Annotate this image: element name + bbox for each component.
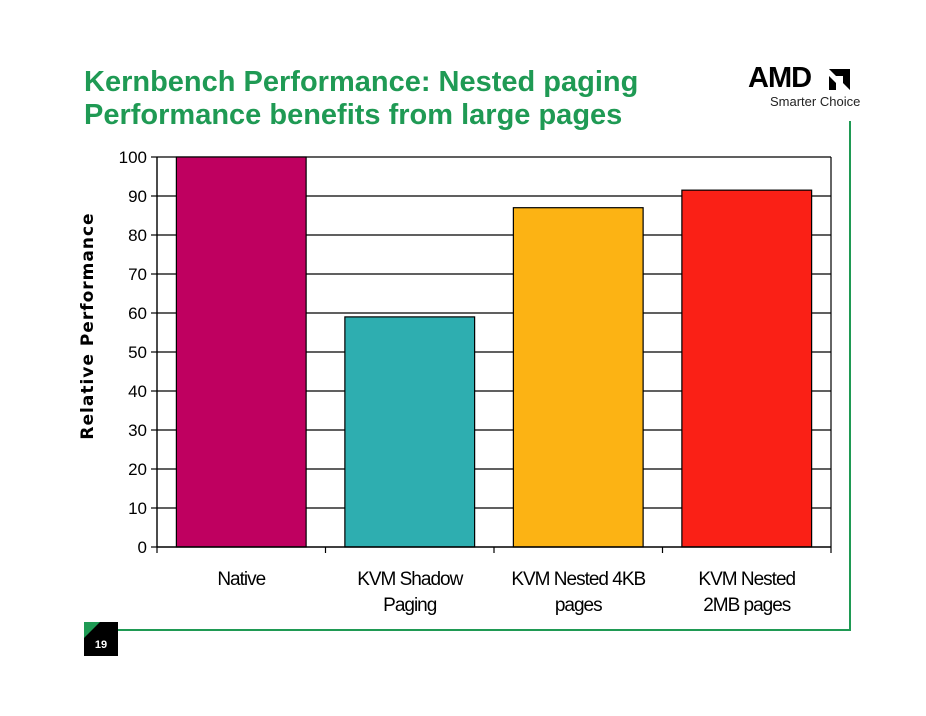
bar-1 xyxy=(175,156,307,548)
y-tick-label: 50 xyxy=(128,343,147,362)
x-category-label: pages xyxy=(555,595,602,616)
logo-tagline: Smarter Choice xyxy=(770,94,861,109)
amd-logo: AMD Smarter Choice xyxy=(748,62,861,116)
y-tick-label: 90 xyxy=(128,187,147,206)
y-tick-label: 100 xyxy=(119,148,147,167)
x-category-label: Native xyxy=(217,569,265,590)
amd-arrow-icon xyxy=(829,69,850,90)
x-category-label: KVM Nested xyxy=(698,569,795,590)
y-tick-label: 70 xyxy=(128,265,147,284)
bar-2 xyxy=(344,316,476,548)
slide-title: Kernbench Performance: Nested paging Per… xyxy=(84,66,704,132)
y-tick-label: 10 xyxy=(128,499,147,518)
y-tick-label: 30 xyxy=(128,421,147,440)
logo-wordmark: AMD xyxy=(748,62,812,94)
badge-corner-triangle xyxy=(84,622,100,638)
page-number-badge: 19 xyxy=(84,622,118,656)
y-tick-label: 20 xyxy=(128,460,147,479)
x-category-label: Paging xyxy=(383,595,437,616)
y-tick-label: 60 xyxy=(128,304,147,323)
bar-3 xyxy=(512,207,644,548)
title-line-2: Performance benefits from large pages xyxy=(84,99,623,131)
page-number: 19 xyxy=(94,639,108,651)
y-tick-label: 80 xyxy=(128,226,147,245)
y-tick-label: 40 xyxy=(128,382,147,401)
bar-4 xyxy=(681,189,813,548)
frame-horizontal-rule xyxy=(118,629,851,631)
y-tick-label: 0 xyxy=(138,538,147,557)
x-category-label: 2MB pages xyxy=(703,595,791,616)
x-category-label: KVM Shadow xyxy=(357,569,463,590)
frame-vertical-rule xyxy=(849,121,851,631)
x-category-label: KVM Nested 4KB xyxy=(511,569,645,590)
title-line-1: Kernbench Performance: Nested paging xyxy=(84,66,639,98)
